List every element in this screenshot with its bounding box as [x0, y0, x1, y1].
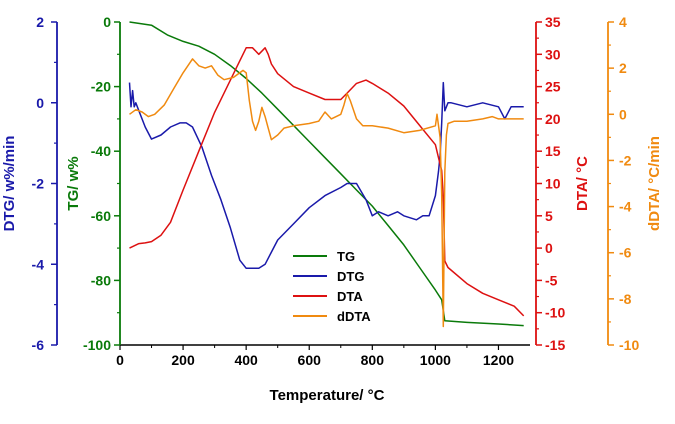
dta-axis-title: DTA/ °C	[574, 156, 591, 211]
legend-item-tg: TG	[293, 249, 355, 264]
ddta-tick-label: -6	[619, 245, 632, 261]
ddta-tick-label: 2	[619, 60, 627, 76]
x-tick-label: 1200	[483, 352, 514, 368]
dta-tick-label: -5	[545, 272, 558, 288]
tg-tick-label: -40	[91, 143, 111, 159]
series-line-dtg	[128, 81, 524, 270]
dtg-tick-label: -2	[32, 176, 45, 192]
series-line-ddta	[129, 58, 524, 328]
dta-tick-label: 5	[545, 208, 553, 224]
tg-tick-label: -80	[91, 272, 111, 288]
x-tick-label: 200	[171, 352, 195, 368]
dtg-tick-label: -6	[32, 337, 45, 353]
tg-axis-title: TG/ w%	[65, 156, 82, 210]
dta-tick-label: -10	[545, 305, 565, 321]
ddta-tick-label: 4	[619, 14, 627, 30]
dta-tick-label: 30	[545, 46, 561, 62]
dta-axis: 35 30 25 20 15 10 5 0 -5 -10 -15 DTA/ °C	[535, 14, 591, 353]
tg-tick-label: -20	[91, 79, 111, 95]
x-tick-label: 0	[116, 352, 124, 368]
legend-item-dtg: DTG	[293, 269, 364, 284]
x-tick-label: 800	[361, 352, 385, 368]
tg-tick-label: 0	[103, 14, 111, 30]
dtg-tick-label: 2	[36, 14, 44, 30]
tg-tick-label: -100	[83, 337, 111, 353]
ddta-axis-title: dDTA/ °C/min	[646, 136, 663, 231]
dta-tick-label: 35	[545, 14, 561, 30]
ddta-tick-label: -4	[619, 199, 632, 215]
x-axis-title: Temperature/ °C	[270, 387, 385, 404]
legend-item-dta: DTA	[293, 289, 363, 304]
x-tick-label: 600	[298, 352, 322, 368]
x-tick-label: 400	[234, 352, 258, 368]
dtg-tick-label: 0	[36, 95, 44, 111]
dta-tick-label: 25	[545, 79, 561, 95]
ddta-axis: 4 2 0 -2 -4 -6 -8 -10 dDTA/ °C/min	[607, 14, 663, 353]
legend-label: DTA	[337, 289, 363, 304]
legend-item-ddta: dDTA	[293, 309, 371, 324]
legend-label: DTG	[337, 269, 364, 284]
ddta-tick-label: -10	[619, 337, 639, 353]
dtg-axis: 2 0 -2 -4 -6 DTG/ w%/min	[1, 14, 58, 353]
ddta-tick-label: -2	[619, 152, 632, 168]
legend: TG DTG DTA dDTA	[293, 249, 371, 324]
x-tick-label: 1000	[420, 352, 451, 368]
tg-axis: 0 -20 -40 -60 -80 -100 TG/ w%	[65, 14, 121, 353]
legend-label: TG	[337, 249, 355, 264]
series-layer	[128, 21, 525, 328]
dta-tick-label: 0	[545, 240, 553, 256]
legend-label: dDTA	[337, 309, 371, 324]
dtg-axis-title: DTG/ w%/min	[1, 136, 18, 232]
dta-tick-label: 15	[545, 143, 561, 159]
tg-tick-label: -60	[91, 208, 111, 224]
dta-tick-label: 20	[545, 111, 561, 127]
dta-tick-label: -15	[545, 337, 565, 353]
series-line-tg	[129, 21, 524, 327]
dtg-tick-label: -4	[32, 256, 45, 272]
ddta-tick-label: -8	[619, 291, 632, 307]
dta-tick-label: 10	[545, 176, 561, 192]
ddta-tick-label: 0	[619, 106, 627, 122]
